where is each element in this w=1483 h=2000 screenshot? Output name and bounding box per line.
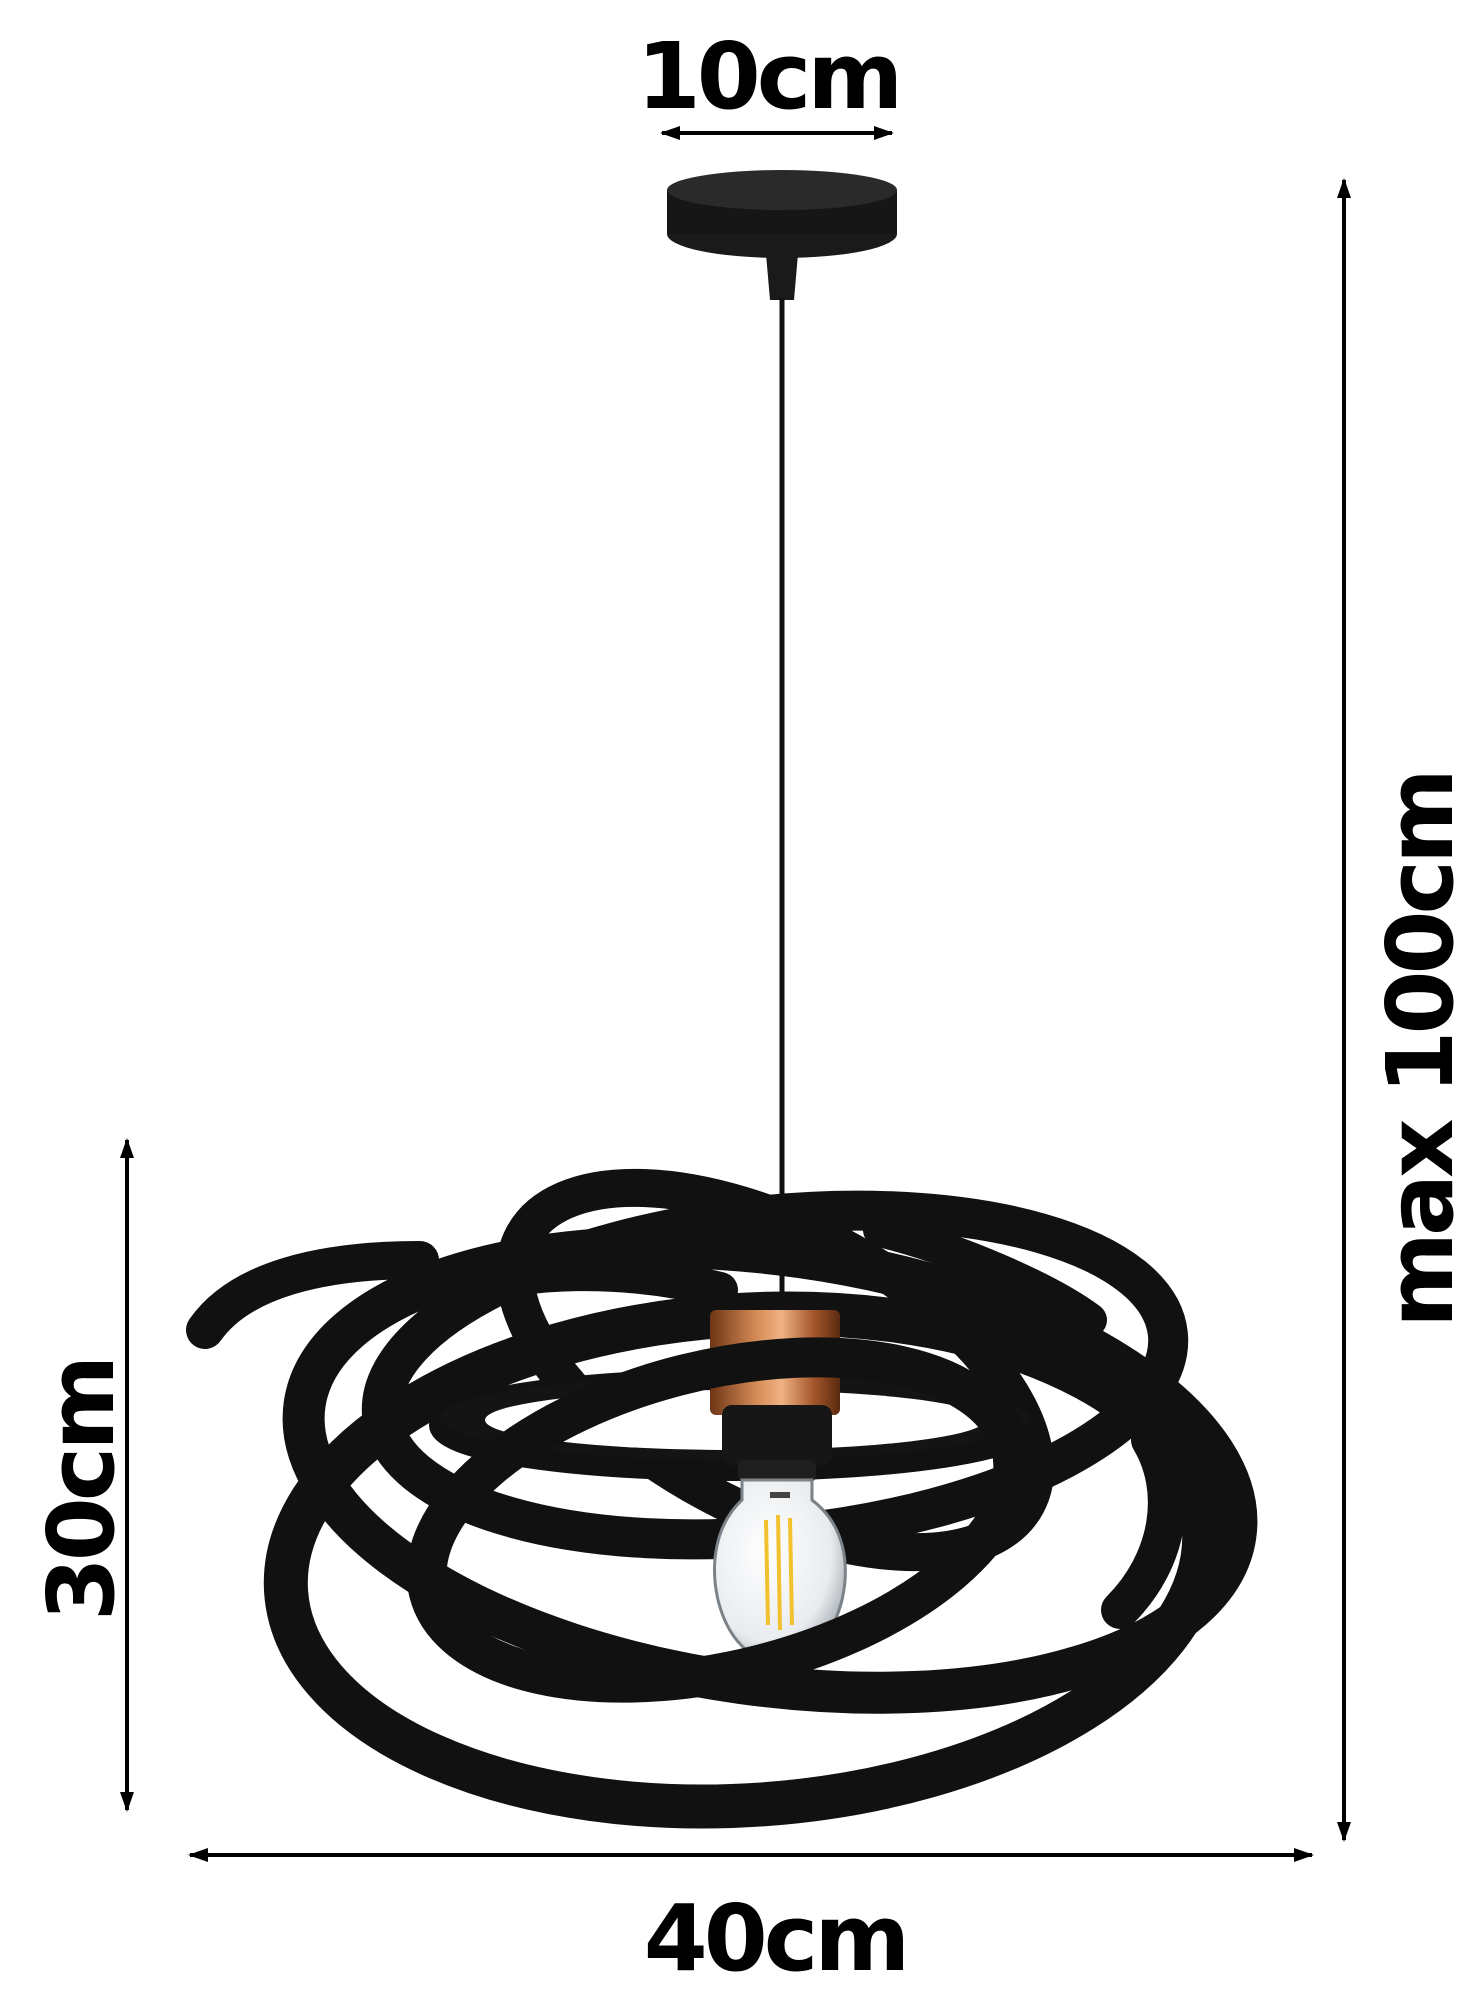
shade-width-label: 40cm [644,1885,906,1992]
pendant-lamp [186,170,1258,1829]
bulb-filament [764,1514,794,1631]
light-bulb [713,1478,847,1662]
shade-height-label: 30cm [28,1359,135,1621]
copper-socket [710,1310,840,1482]
canopy-width-dimension: 10cm [637,23,903,140]
ring-shade-front [186,1213,1186,1703]
total-height-dimension: max 100cm [1337,178,1474,1842]
shade-width-dimension: 40cm [188,1848,1314,1992]
ceiling-canopy [667,170,897,300]
canopy-width-label: 10cm [637,23,899,130]
shade-height-dimension: 30cm [28,1138,135,1812]
total-height-label: max 100cm [1367,772,1474,1328]
